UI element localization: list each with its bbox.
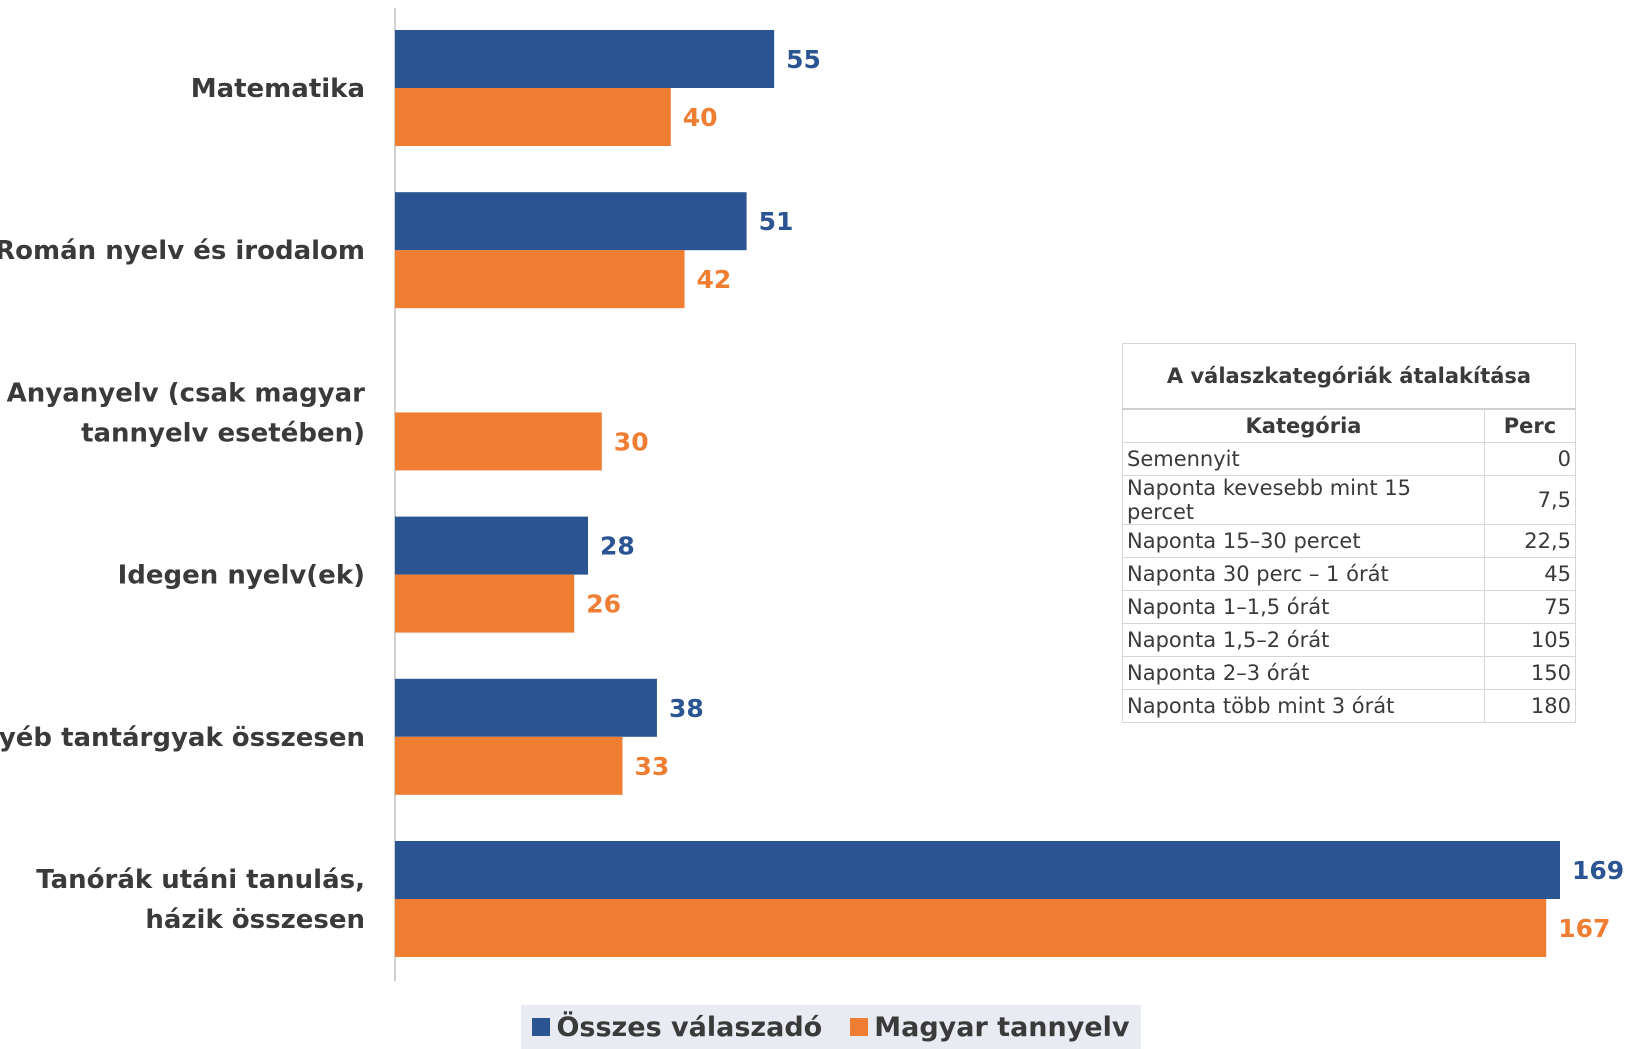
category-label-line: tannyelv esetében) [81,418,365,448]
data-label: 42 [697,265,732,294]
column-header-category: Kategória [1122,408,1485,443]
category-label-line: Matematika [191,74,365,104]
category-label-line: Tanórák utáni tanulás, [36,865,365,895]
table-cell-category: Naponta több mint 3 órát [1122,689,1485,723]
table-row: Semennyit 0 [1122,442,1576,476]
table-cell-category: Naponta 1–1,5 órát [1122,590,1485,624]
data-label: 30 [614,427,649,456]
table-cell-minutes: 150 [1484,656,1576,690]
bar-hungarian-language [395,899,1547,957]
category-label-line: Egyéb tantárgyak összesen [0,723,365,753]
data-label: 51 [759,207,794,236]
bar-hungarian-language [395,88,671,146]
legend-item-hungarian: Magyar tannyelv [850,1011,1130,1043]
table-cell-category: Naponta kevesebb mint 15 percet [1122,475,1485,525]
data-label: 40 [683,103,718,132]
bar-hungarian-language [395,736,623,795]
bar-hungarian-language [395,574,575,633]
table-cell-category: Naponta 30 perc – 1 órát [1122,557,1485,591]
table-row: Naponta több mint 3 órát 180 [1122,689,1576,723]
bar-chart: Matematika 55 40 Román nyelv és irodalom 51 4… [0,8,1624,981]
legend-label-hungarian: Magyar tannyelv [874,1011,1130,1043]
bars-layer: Matematika 55 40 Román nyelv és irodalom 51 4… [0,30,1624,957]
bar-hungarian-language [395,412,602,471]
conversion-table-body: Semennyit 0 Naponta kevesebb mint 15 perce… [1122,442,1576,723]
table-cell-minutes: 180 [1484,689,1576,723]
data-label: 28 [600,532,635,561]
chart-legend: Összes válaszadó Magyar tannyelv [521,1005,1141,1049]
table-row: Naponta kevesebb mint 15 percet 7,5 [1122,475,1576,525]
bar-hungarian-language [395,250,685,309]
category-label-line: házik összesen [145,905,365,935]
table-cell-category: Naponta 15–30 percet [1122,524,1485,558]
table-row: Naponta 15–30 percet 22,5 [1122,524,1576,558]
table-row: Naponta 30 perc – 1 órát 45 [1122,557,1576,591]
data-label: 167 [1558,914,1610,943]
table-cell-category: Naponta 2–3 órát [1122,656,1485,690]
column-header-minutes: Perc [1484,408,1576,443]
table-cell-minutes: 45 [1484,557,1576,591]
category-label: Egyéb tantárgyak összesen [0,723,365,753]
category-label: Anyanyelv (csak magyar tannyelv esetében) [7,378,366,448]
category-label-line: Román nyelv és irodalom [0,236,365,266]
category-label: Tanórák utáni tanulás, házik összesen [36,865,365,935]
conversion-table-title: A válaszkategóriák átalakítása [1122,343,1576,410]
bar-all-respondents [395,30,775,88]
table-cell-minutes: 105 [1484,623,1576,657]
table-cell-category: Semennyit [1122,442,1485,476]
table-row: Naponta 1–1,5 órát 75 [1122,590,1576,624]
legend-swatch-hungarian [850,1018,869,1036]
data-label: 26 [586,590,621,619]
category-label: Idegen nyelv(ek) [118,561,365,591]
table-cell-minutes: 0 [1484,442,1576,476]
data-label: 33 [634,752,669,781]
category-label-line: Anyanyelv (csak magyar [7,378,366,408]
table-row: Naponta 1,5–2 órát 105 [1122,623,1576,657]
data-label: 38 [669,694,704,723]
table-cell-category: Naponta 1,5–2 órát [1122,623,1485,657]
bar-all-respondents [395,192,747,251]
bar-all-respondents [395,678,657,737]
bar-all-respondents [395,516,589,575]
bar-all-respondents [395,841,1560,899]
legend-item-all: Összes válaszadó [532,1012,822,1043]
legend-label-all: Összes válaszadó [556,1011,823,1043]
table-row: Naponta 2–3 órát 150 [1122,656,1576,690]
category-label-line: Idegen nyelv(ek) [118,561,365,591]
table-cell-minutes: 7,5 [1484,475,1576,525]
table-cell-minutes: 75 [1484,590,1576,624]
category-label: Matematika [191,74,365,104]
data-label: 169 [1572,856,1624,885]
conversion-table: A válaszkategóriák átalakítása Kategória… [1122,343,1576,723]
data-label: 55 [786,45,821,74]
category-label: Román nyelv és irodalom [0,236,365,266]
table-cell-minutes: 22,5 [1484,524,1576,558]
legend-swatch-all [532,1018,551,1036]
